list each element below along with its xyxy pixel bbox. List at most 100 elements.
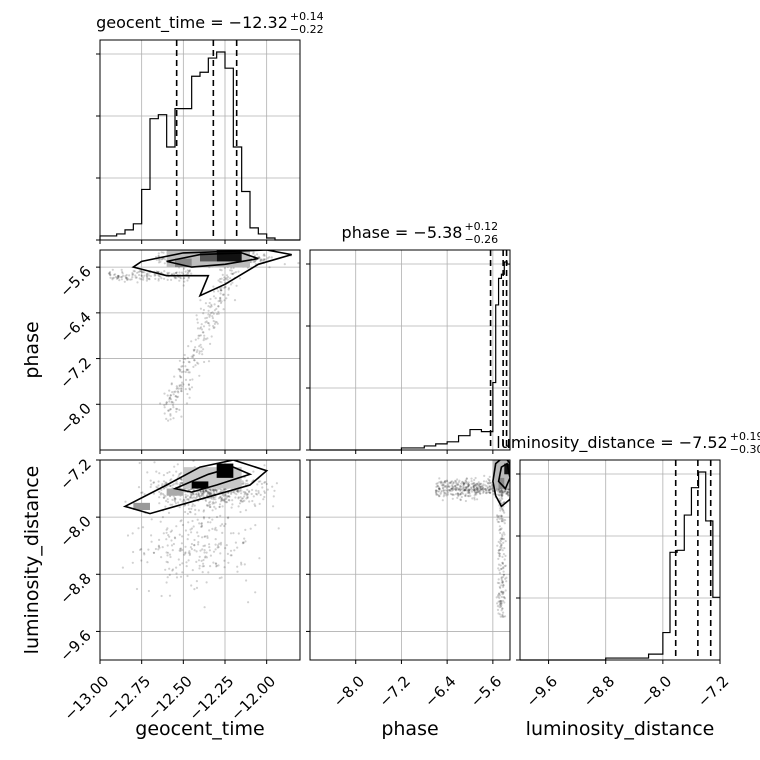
- sample-point: [194, 364, 197, 367]
- sample-point: [242, 541, 245, 544]
- sample-point: [224, 488, 227, 491]
- sample-point: [240, 500, 243, 503]
- sample-point: [488, 486, 491, 489]
- sample-point: [490, 481, 493, 484]
- sample-point: [165, 401, 168, 404]
- sample-point: [476, 486, 479, 489]
- sample-point: [177, 558, 180, 561]
- sample-point: [478, 490, 481, 493]
- sample-point: [503, 511, 506, 514]
- sample-point: [227, 495, 231, 498]
- sample-point: [473, 478, 476, 482]
- sample-point: [208, 546, 211, 549]
- sample-point: [496, 514, 499, 517]
- sample-point: [173, 497, 176, 500]
- sample-point: [190, 340, 193, 343]
- sample-point: [198, 334, 201, 337]
- sample-point: [467, 491, 471, 494]
- sample-point: [248, 490, 251, 493]
- sample-point: [162, 480, 166, 483]
- sample-point: [219, 524, 222, 527]
- sample-point: [496, 518, 499, 521]
- sample-point: [501, 593, 504, 596]
- sample-point: [435, 492, 438, 495]
- sample-point: [154, 547, 157, 551]
- sample-point: [216, 544, 220, 547]
- sample-point: [252, 495, 255, 498]
- sample-point: [478, 484, 481, 488]
- sample-point: [477, 484, 480, 487]
- sample-point: [496, 520, 499, 523]
- sample-point: [463, 481, 466, 484]
- sample-point: [237, 505, 240, 508]
- sample-point: [125, 276, 128, 279]
- sample-point: [227, 516, 230, 519]
- sample-point: [179, 472, 182, 475]
- sample-point: [479, 492, 482, 495]
- contour-line: [131, 250, 292, 298]
- sample-point: [498, 569, 501, 572]
- sample-point: [108, 272, 111, 275]
- sample-point: [215, 321, 218, 324]
- sample-point: [488, 481, 491, 484]
- sample-point: [178, 384, 181, 387]
- sample-point: [235, 284, 238, 287]
- sample-point: [164, 568, 167, 571]
- sample-point: [474, 491, 477, 494]
- sample-point: [210, 491, 213, 494]
- sample-point: [158, 538, 161, 542]
- sample-point: [434, 489, 437, 492]
- sample-point: [213, 502, 216, 505]
- sample-point: [442, 495, 445, 498]
- sample-point: [253, 503, 256, 506]
- sample-point: [180, 383, 183, 386]
- sample-point: [454, 480, 457, 483]
- sample-point: [125, 273, 128, 277]
- sample-point: [435, 489, 438, 492]
- sample-point: [202, 544, 205, 548]
- sample-point: [464, 499, 467, 503]
- sample-point: [237, 489, 240, 492]
- sample-point: [475, 487, 478, 490]
- sample-point: [219, 514, 222, 518]
- sample-point: [506, 492, 509, 495]
- sample-point: [212, 326, 215, 330]
- sample-point: [505, 492, 508, 495]
- panel-frame: [519, 459, 721, 661]
- sample-point: [498, 489, 501, 492]
- sample-point: [225, 501, 229, 504]
- sample-point: [203, 544, 207, 547]
- sample-point: [243, 537, 246, 540]
- sample-point: [500, 489, 503, 492]
- sample-point: [187, 533, 190, 536]
- sample-point: [500, 514, 503, 517]
- sample-point: [185, 368, 188, 372]
- title-value: luminosity_distance = −7.52: [496, 433, 727, 453]
- sample-point: [443, 493, 446, 496]
- sample-point: [497, 549, 500, 552]
- sample-point: [478, 491, 481, 494]
- sample-point: [160, 271, 163, 274]
- sample-point: [263, 464, 266, 467]
- sample-point: [467, 483, 470, 486]
- sample-point: [218, 280, 221, 283]
- sample-point: [262, 258, 265, 261]
- sample-point: [221, 505, 224, 508]
- sample-point: [502, 566, 505, 569]
- sample-point: [224, 547, 227, 550]
- sample-point: [109, 274, 112, 277]
- sample-point: [197, 493, 200, 496]
- sample-point: [200, 522, 203, 525]
- sample-point: [263, 491, 266, 494]
- sample-point: [163, 392, 166, 395]
- sample-point: [497, 557, 500, 561]
- sample-point: [462, 488, 465, 491]
- sample-point: [209, 488, 212, 491]
- sample-point: [202, 490, 205, 493]
- sample-point: [465, 477, 468, 480]
- sample-point: [456, 482, 459, 485]
- sample-point: [225, 277, 228, 280]
- sample-point: [111, 277, 114, 280]
- sample-point: [197, 535, 200, 538]
- sample-point: [485, 489, 488, 492]
